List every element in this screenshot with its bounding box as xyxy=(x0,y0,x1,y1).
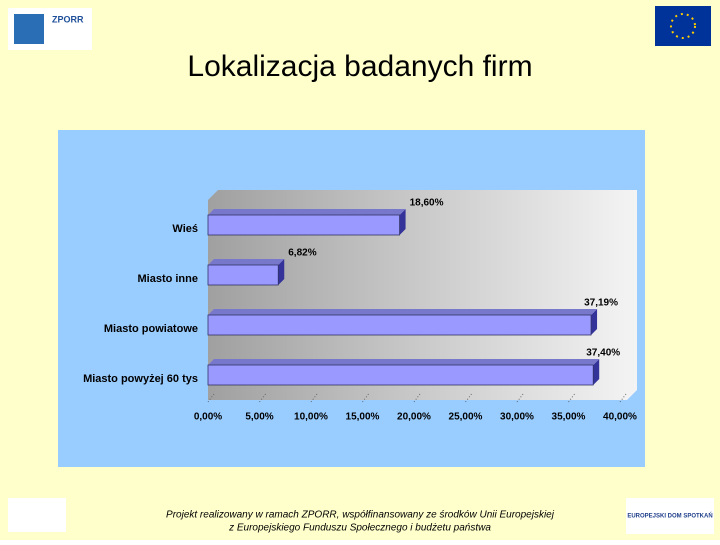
chart: 0,00% 5,00% 10,00% 15,00% 20,00% 25,00% 30,00%… xyxy=(83,198,637,423)
x-tick-label: 35,00% xyxy=(552,412,586,423)
bar-top xyxy=(208,209,406,215)
bar xyxy=(207,214,400,236)
x-tick-label: 15,00% xyxy=(346,412,380,423)
bar-top xyxy=(208,309,598,315)
footer-text: Projekt realizowany w ramach ZPORR, wspó… xyxy=(166,510,555,521)
slide-title: Lokalizacja badanych firm xyxy=(187,50,532,83)
logo-right xyxy=(626,498,714,534)
footer-text: z Europejskiego Funduszu Społecznego i b… xyxy=(228,523,491,534)
x-tick-label: 25,00% xyxy=(449,412,483,423)
value-label: 18,60% xyxy=(410,198,444,209)
value-label: 37,40% xyxy=(586,348,620,359)
y-tick-label: Miasto powyżej 60 tys xyxy=(83,373,198,385)
bar xyxy=(207,364,594,386)
x-tick-label: 30,00% xyxy=(500,412,534,423)
bar-side xyxy=(593,359,600,385)
logo-efs xyxy=(8,498,66,532)
x-tick-label: 5,00% xyxy=(245,412,273,423)
y-tick-label: Wieś xyxy=(172,223,198,235)
logo-text: ZPORR xyxy=(52,14,84,24)
logo-mark xyxy=(14,14,44,44)
value-label: 37,19% xyxy=(584,298,618,309)
plot-area xyxy=(208,190,637,400)
bar xyxy=(207,314,592,336)
x-tick-label: 10,00% xyxy=(294,412,328,423)
bar-top xyxy=(208,259,285,265)
bar-side xyxy=(278,259,285,285)
x-tick-label: 40,00% xyxy=(603,412,637,423)
eu-stars xyxy=(670,13,696,39)
value-label: 6,82% xyxy=(288,248,316,259)
x-tick-label: 20,00% xyxy=(397,412,431,423)
bar-side xyxy=(591,309,598,335)
y-tick-label: Miasto powiatowe xyxy=(104,323,198,335)
bar-top xyxy=(208,359,600,365)
bar-side xyxy=(399,209,406,235)
x-tick-label: 0,00% xyxy=(194,412,222,423)
bar xyxy=(207,264,279,286)
eu-flag xyxy=(655,6,711,46)
y-tick-label: Miasto inne xyxy=(137,273,198,285)
logo-text: EUROPEJSKI DOM SPOTKAŃ xyxy=(627,512,712,520)
